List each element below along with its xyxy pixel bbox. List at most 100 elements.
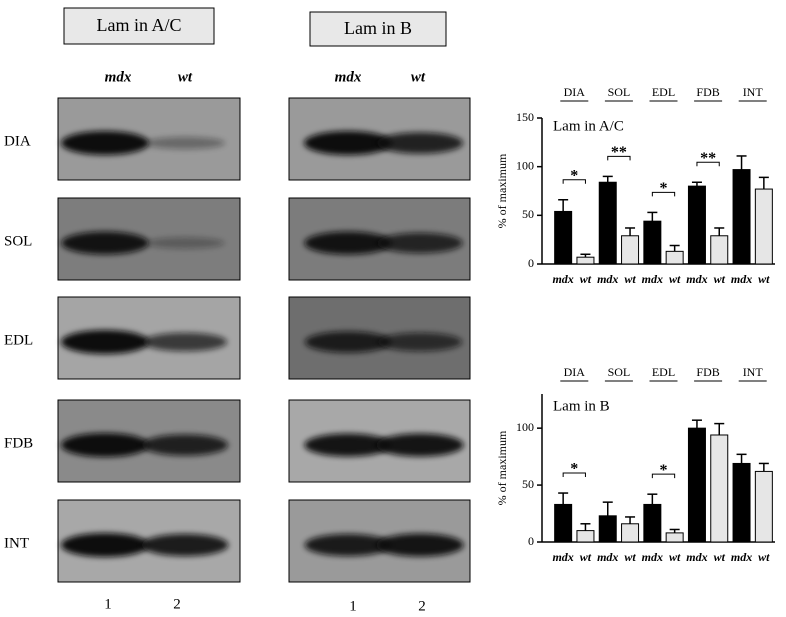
lane-label: 2 bbox=[418, 598, 426, 614]
bar bbox=[732, 462, 751, 543]
significance-label: * bbox=[660, 180, 668, 197]
x-tick-label: wt bbox=[714, 272, 726, 286]
x-tick-label: mdx bbox=[686, 272, 707, 286]
bar bbox=[732, 169, 751, 265]
panel-title: Lam in A/C bbox=[97, 15, 182, 35]
column-label: mdx bbox=[105, 69, 132, 85]
y-tick-label: 50 bbox=[522, 207, 534, 221]
row-label: DIA bbox=[4, 133, 31, 149]
bar bbox=[643, 503, 662, 543]
significance-bracket bbox=[562, 472, 586, 478]
bar bbox=[754, 470, 773, 543]
group-label: FDB bbox=[696, 85, 719, 99]
bar bbox=[621, 523, 640, 543]
row-label: INT bbox=[4, 535, 29, 551]
column-label: wt bbox=[411, 69, 426, 85]
blot-band bbox=[377, 332, 463, 352]
y-tick-label: 0 bbox=[528, 534, 534, 548]
x-tick-label: mdx bbox=[642, 550, 663, 564]
x-tick-label: mdx bbox=[731, 550, 752, 564]
x-tick-label: mdx bbox=[552, 550, 573, 564]
blot-band bbox=[61, 231, 149, 255]
x-tick-label: wt bbox=[624, 550, 636, 564]
lane-label: 1 bbox=[104, 596, 112, 612]
significance-label: * bbox=[570, 167, 578, 184]
blot-band bbox=[141, 533, 229, 557]
x-tick-label: mdx bbox=[597, 550, 618, 564]
significance-bracket bbox=[696, 161, 720, 167]
bar bbox=[554, 503, 573, 543]
x-tick-label: mdx bbox=[552, 272, 573, 286]
row-label: EDL bbox=[4, 332, 33, 348]
bar bbox=[598, 515, 617, 543]
x-tick-label: wt bbox=[580, 550, 592, 564]
blot-band bbox=[61, 131, 149, 155]
bar bbox=[643, 220, 662, 265]
x-tick-label: mdx bbox=[597, 272, 618, 286]
significance-label: ** bbox=[611, 144, 627, 161]
bar bbox=[576, 530, 595, 543]
blot-band bbox=[376, 533, 464, 557]
bar bbox=[710, 434, 729, 543]
blot-band bbox=[61, 433, 149, 457]
bar bbox=[621, 235, 640, 265]
blot-band bbox=[141, 434, 229, 456]
bar bbox=[687, 427, 706, 543]
x-tick-label: wt bbox=[714, 550, 726, 564]
blot-band bbox=[304, 533, 392, 557]
bar bbox=[754, 188, 773, 265]
x-tick-label: mdx bbox=[642, 272, 663, 286]
chart-title: Lam in A/C bbox=[553, 118, 624, 134]
blot-band bbox=[304, 231, 392, 255]
group-label: EDL bbox=[652, 365, 675, 379]
blot-band bbox=[304, 433, 392, 457]
blot-band bbox=[145, 237, 225, 249]
significance-label: ** bbox=[700, 150, 716, 167]
y-tick-label: 100 bbox=[516, 420, 534, 434]
x-tick-label: wt bbox=[580, 272, 592, 286]
bar bbox=[665, 532, 684, 543]
bar bbox=[598, 181, 617, 265]
significance-bracket bbox=[562, 179, 586, 184]
blot-band bbox=[304, 331, 392, 353]
y-tick-label: 100 bbox=[516, 158, 534, 172]
bar bbox=[710, 235, 729, 265]
group-label: DIA bbox=[564, 85, 586, 99]
blot-band bbox=[304, 131, 392, 155]
column-label: wt bbox=[178, 69, 193, 85]
blot-band bbox=[377, 232, 463, 254]
y-tick-label: 150 bbox=[516, 110, 534, 124]
bar bbox=[687, 185, 706, 265]
group-label: FDB bbox=[696, 365, 719, 379]
blot-band bbox=[61, 533, 149, 557]
x-tick-label: wt bbox=[758, 272, 770, 286]
x-tick-label: wt bbox=[669, 550, 681, 564]
bar bbox=[554, 210, 573, 265]
significance-label: * bbox=[660, 462, 668, 479]
blot-band bbox=[376, 433, 464, 457]
y-axis-label: % of maximum bbox=[495, 430, 509, 505]
group-label: EDL bbox=[652, 85, 675, 99]
chart-title: Lam in B bbox=[553, 398, 610, 414]
blot-band bbox=[142, 332, 228, 352]
bar bbox=[665, 250, 684, 265]
blot-band bbox=[376, 132, 464, 154]
bar bbox=[576, 256, 595, 265]
row-label: FDB bbox=[4, 435, 33, 451]
group-label: INT bbox=[743, 365, 764, 379]
panel-title-box bbox=[309, 11, 447, 47]
x-tick-label: mdx bbox=[686, 550, 707, 564]
y-tick-label: 0 bbox=[528, 256, 534, 270]
column-label: mdx bbox=[335, 69, 362, 85]
significance-bracket bbox=[651, 473, 676, 479]
blot-band bbox=[144, 136, 226, 150]
group-label: INT bbox=[743, 85, 764, 99]
row-label: SOL bbox=[4, 233, 32, 249]
x-tick-label: wt bbox=[624, 272, 636, 286]
panel-title: Lam in B bbox=[344, 18, 412, 38]
group-label: DIA bbox=[564, 365, 586, 379]
lane-label: 1 bbox=[349, 598, 357, 614]
x-tick-label: wt bbox=[758, 550, 770, 564]
x-tick-label: mdx bbox=[731, 272, 752, 286]
